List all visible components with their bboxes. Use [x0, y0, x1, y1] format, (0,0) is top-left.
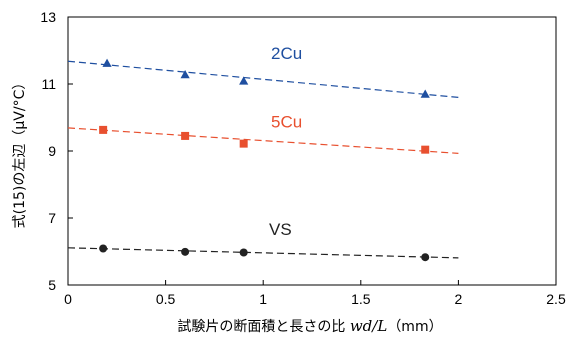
x-axis-title-unit: （mm）	[387, 319, 442, 335]
data-point-2cu	[239, 76, 249, 85]
series-label-5cu: 5Cu	[271, 113, 302, 132]
data-point-2cu	[420, 89, 430, 98]
y-axis-title: 式(15)の左辺（μV/°C）	[12, 76, 28, 229]
x-axis-title-prefix: 試験片の断面積と長さの比	[177, 319, 349, 335]
y-tick-label: 11	[41, 76, 56, 92]
y-tick-label: 5	[48, 277, 56, 293]
y-tick-label: 13	[40, 9, 56, 25]
x-tick-label: 0	[64, 291, 72, 307]
data-point-vs	[99, 244, 108, 253]
x-tick-label: 1.5	[351, 291, 371, 307]
x-axis-title: 試験片の断面積と長さの比 wd/L（mm）	[177, 317, 442, 335]
data-point-5cu	[99, 125, 108, 134]
series-label-2cu: 2Cu	[271, 44, 302, 63]
x-axis-ticks: 0 0.5 1 1.5 2 2.5	[64, 280, 566, 307]
series-label-vs: VS	[269, 220, 292, 239]
data-point-vs	[239, 248, 248, 257]
data-point-vs	[181, 247, 190, 256]
data-point-5cu	[239, 139, 248, 148]
y-axis-ticks: 5 7 9 11 13	[40, 9, 73, 293]
y-tick-label: 9	[48, 143, 56, 159]
data-point-vs	[421, 253, 430, 262]
series-labels: 2Cu 5Cu VS	[269, 44, 302, 239]
trend-line-vs	[67, 247, 459, 259]
data-point-5cu	[421, 145, 430, 154]
data-point-2cu	[102, 58, 112, 67]
x-tick-label: 1	[259, 291, 267, 307]
data-point-5cu	[181, 131, 190, 140]
x-tick-label: 2.5	[546, 291, 566, 307]
x-tick-label: 0.5	[156, 291, 176, 307]
data-point-2cu	[180, 70, 190, 79]
y-tick-label: 7	[48, 210, 56, 226]
x-axis-title-variable: wd/L	[350, 317, 387, 335]
x-tick-label: 2	[455, 291, 463, 307]
trend-lines	[67, 60, 459, 259]
markers	[99, 58, 430, 262]
